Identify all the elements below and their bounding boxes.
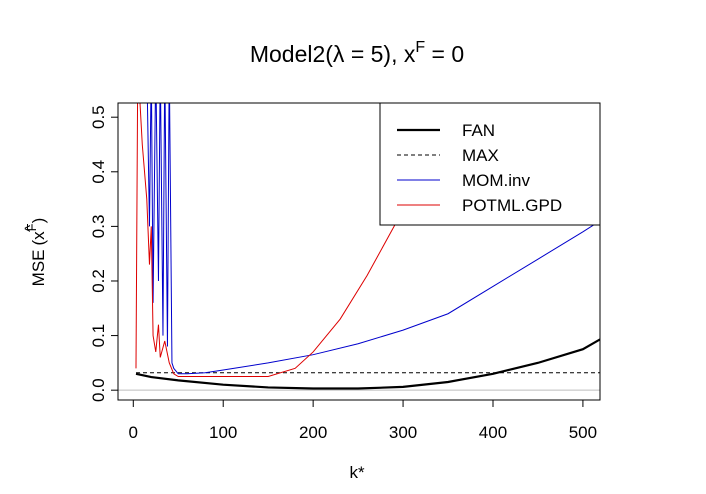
x-axis-label: k* xyxy=(349,463,365,482)
series-line xyxy=(135,103,445,378)
y-tick-label: 0.0 xyxy=(89,378,108,402)
plot-frame xyxy=(117,102,601,401)
x-tick-label: 300 xyxy=(389,423,417,442)
plot-area xyxy=(118,103,600,391)
y-tick-label: 0.5 xyxy=(89,105,108,129)
x-tick-label: 500 xyxy=(569,423,597,442)
series-line xyxy=(135,338,600,390)
y-tick-label: 0.4 xyxy=(89,160,108,184)
title-sup: F xyxy=(415,39,425,56)
x-tick-label: 100 xyxy=(209,423,237,442)
legend: FAN MAX MOM.inv POTML.GPD xyxy=(379,102,601,226)
y-label-main: MSE xyxy=(29,249,48,286)
series-line xyxy=(146,103,600,375)
title-main: Model2(λ = 5), x xyxy=(250,41,416,67)
y-tick-label: 0.2 xyxy=(89,269,108,293)
y-label-sup: F xyxy=(24,223,39,231)
y-tick-label: 0.3 xyxy=(89,215,108,239)
chart-title: Model2(λ = 5), xF = 0 xyxy=(250,39,464,67)
y-axis-label: MSE(xF) xyxy=(24,218,48,287)
y-label-hat: ^ xyxy=(22,225,39,232)
legend-label: MAX xyxy=(462,146,499,165)
title-end: = 0 xyxy=(425,41,464,67)
x-tick-label: 200 xyxy=(299,423,327,442)
legend-label: MOM.inv xyxy=(462,171,531,190)
legend-label: POTML.GPD xyxy=(462,196,562,215)
legend-label: FAN xyxy=(462,121,495,140)
y-tick-label: 0.1 xyxy=(89,324,108,348)
x-tick-label: 400 xyxy=(479,423,507,442)
x-tick-label: 0 xyxy=(129,423,138,442)
